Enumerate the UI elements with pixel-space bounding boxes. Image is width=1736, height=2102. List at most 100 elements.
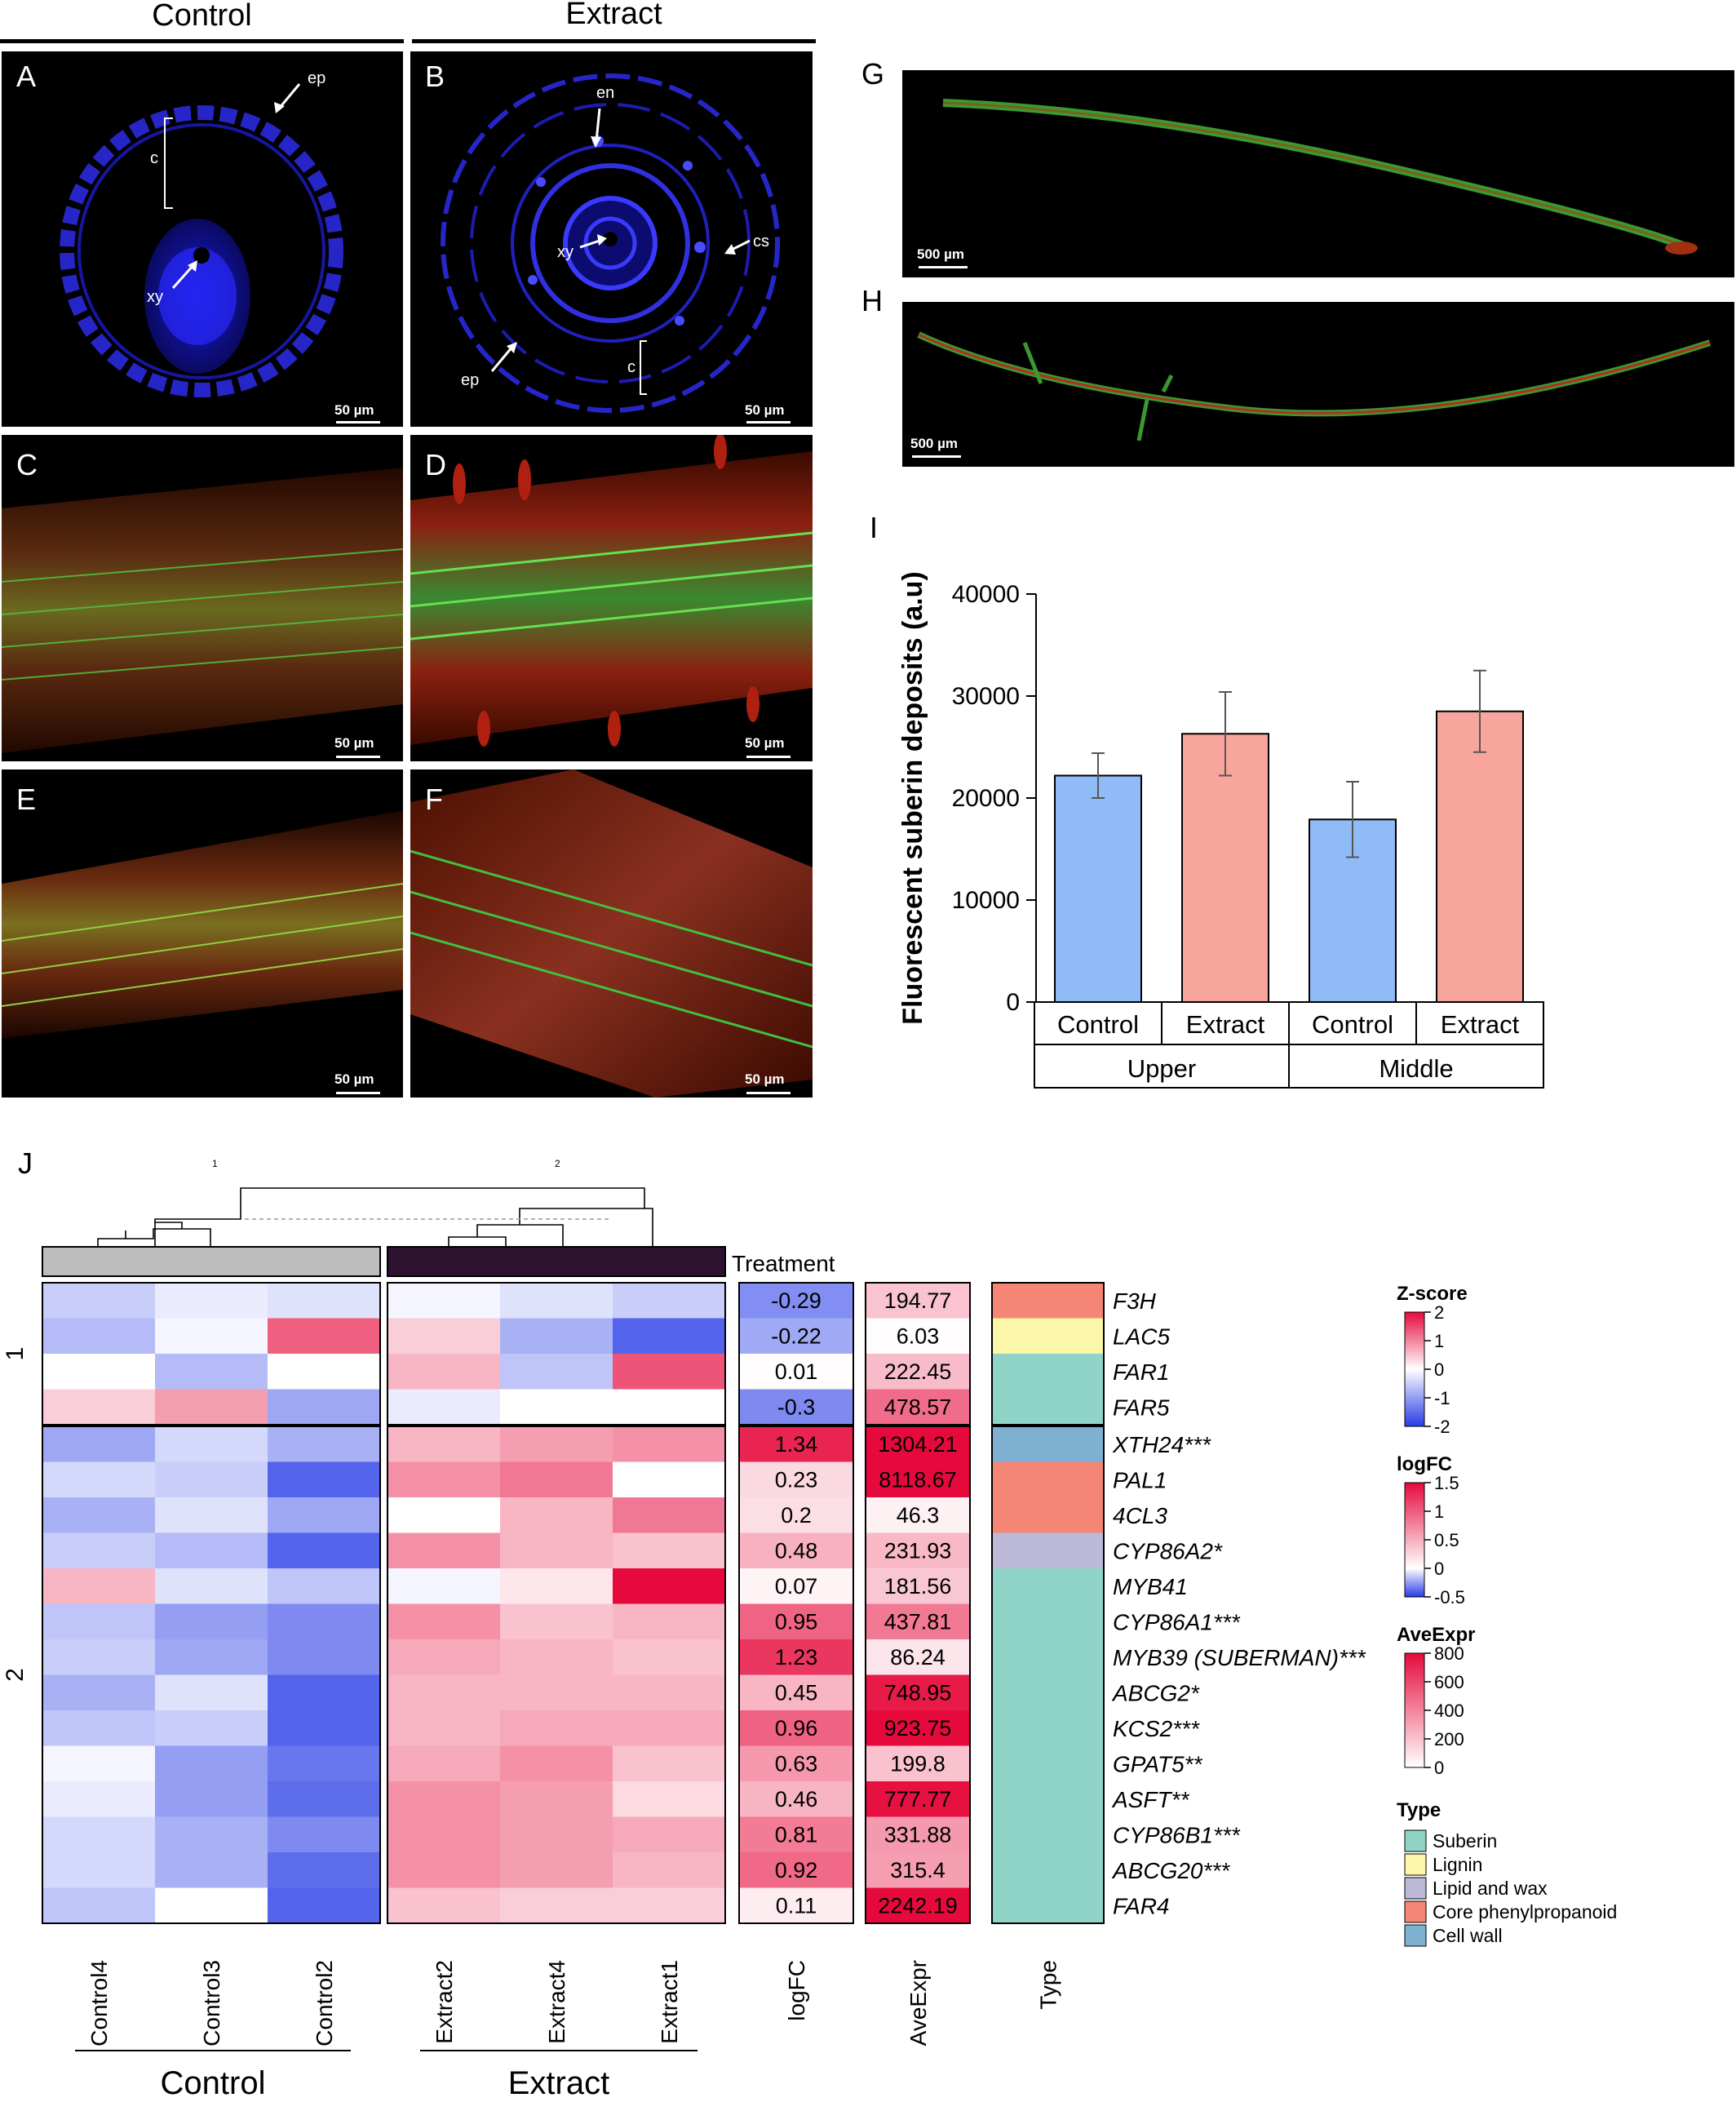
group-label-extract: Extract [508,2065,609,2101]
group-label-control: Control [161,2065,266,2101]
heatmap-cell [613,1532,725,1568]
logfc-cell [739,1426,853,1462]
label-c: c [627,358,636,376]
heatmap-cell [388,1852,500,1888]
bar [1181,733,1269,1003]
heatmap-cell [500,1887,613,1923]
aveexpr-legend-tick-label: 0 [1434,1758,1444,1778]
heatmap-cell [500,1354,613,1390]
aveexpr-cell [866,1603,970,1639]
heatmap-cell [500,1745,613,1781]
gene-label: ABCG20*** [1111,1858,1230,1883]
heatmap-cell [155,1568,268,1604]
heatmap-cell [500,1568,613,1604]
heatmap-cell [42,1461,155,1497]
root-cross-section-image [441,73,780,413]
heatmap-cell [613,1710,725,1746]
type-cell [992,1283,1104,1319]
aveexpr-cell [866,1354,970,1390]
panel-letter-D: D [425,448,446,481]
label-en: en [596,84,615,102]
micrograph-panel-E: E 50 µm [2,769,403,1098]
heatmap-cell [42,1639,155,1675]
heatmap-cell [388,1283,500,1319]
heatmap-cell [613,1781,725,1817]
aveexpr-legend-tick-label: 400 [1434,1701,1464,1721]
heatmap-cell [268,1639,380,1675]
heatmap-cell [388,1461,500,1497]
type-legend-swatch [1404,1924,1427,1947]
type-cell [992,1745,1104,1781]
x-category-label: Extract [1441,1010,1520,1039]
heatmap-cell [42,1497,155,1533]
heatmap-cell [155,1816,268,1852]
heatmap-cell [42,1603,155,1639]
heatmap-cell [42,1354,155,1390]
aveexpr-cell [866,1710,970,1746]
scalebar [746,421,790,424]
zscore-legend-tick-label: -1 [1434,1388,1450,1408]
aveexpr-cell [866,1781,970,1817]
type-cell [992,1816,1104,1852]
logfc-value: 0.81 [775,1823,818,1847]
type-cell [992,1354,1104,1390]
heatmap-cell [500,1389,613,1425]
gene-label: KCS2*** [1113,1716,1200,1741]
aveexpr-value: 315.4 [890,1858,946,1882]
heatmap-cell [155,1674,268,1710]
gene-label: CYP86A1*** [1113,1610,1241,1635]
logfc-value: 1.34 [775,1432,818,1457]
heatmap-cell [155,1710,268,1746]
group-line-extract [412,39,816,43]
block-border [991,1426,1105,1924]
root-longitudinal-image [2,468,403,753]
scalebar [746,1092,790,1094]
panel-letter-F: F [425,783,443,816]
aveexpr-cell [866,1318,970,1354]
logfc-value: 0.07 [775,1574,818,1599]
aveexpr-value: 46.3 [897,1503,940,1528]
logfc-cell [739,1497,853,1533]
heatmap-cell [388,1568,500,1604]
gene-label: GPAT5** [1113,1752,1203,1777]
heatmap-cell [500,1603,613,1639]
scalebar-label: 500 µm [910,436,958,451]
aveexpr-value: 777.77 [884,1787,952,1812]
heatmap-cell [155,1532,268,1568]
annotation-column-label: Type [1036,1960,1061,2010]
heatmap-cell [42,1745,155,1781]
gene-label: LAC5 [1113,1324,1170,1350]
micrograph-panel-D: D 50 µm [410,435,813,761]
micrograph-panel-G: 500 µm [902,70,1734,277]
heatmap-cell [613,1318,725,1354]
logfc-cell [739,1639,853,1675]
heatmap-cell [268,1318,380,1354]
column-label: Extract2 [432,1960,457,2044]
y-tick-label: 40000 [952,581,1020,608]
heatmap-cell [268,1816,380,1852]
heatmap-cell [388,1887,500,1923]
panel-letter-J: J [18,1146,33,1180]
x-category-label: Control [1312,1010,1393,1039]
heatmap-cell [42,1318,155,1354]
logfc-legend-tick-label: 0 [1434,1559,1444,1579]
heatmap-cell [268,1674,380,1710]
micrograph-panel-B: B en xy cs ep c 50 µm [410,51,813,427]
heatmap-cell [613,1745,725,1781]
aveexpr-value: 6.03 [897,1324,940,1349]
heatmap-cell [500,1710,613,1746]
heatmap-cell [268,1603,380,1639]
zscore-legend-tick-label: 2 [1434,1302,1444,1323]
root-longitudinal-image [410,769,813,1098]
gene-expression-heatmap: 1 2 Treatment -0.29 194.77 F3H -0.22 6.03 LAC5 0.… [2,1158,1617,2101]
annotation-arrows [164,83,301,289]
heatmap-cell [500,1318,613,1354]
heatmap-cell [388,1532,500,1568]
type-cell [992,1426,1104,1462]
x-category-label: Control [1057,1010,1139,1039]
y-tick-label: 30000 [952,683,1020,710]
heatmap-cell [155,1283,268,1319]
aveexpr-value: 2242.19 [878,1894,958,1918]
heatmap-cell [42,1816,155,1852]
heatmap-cell [613,1816,725,1852]
